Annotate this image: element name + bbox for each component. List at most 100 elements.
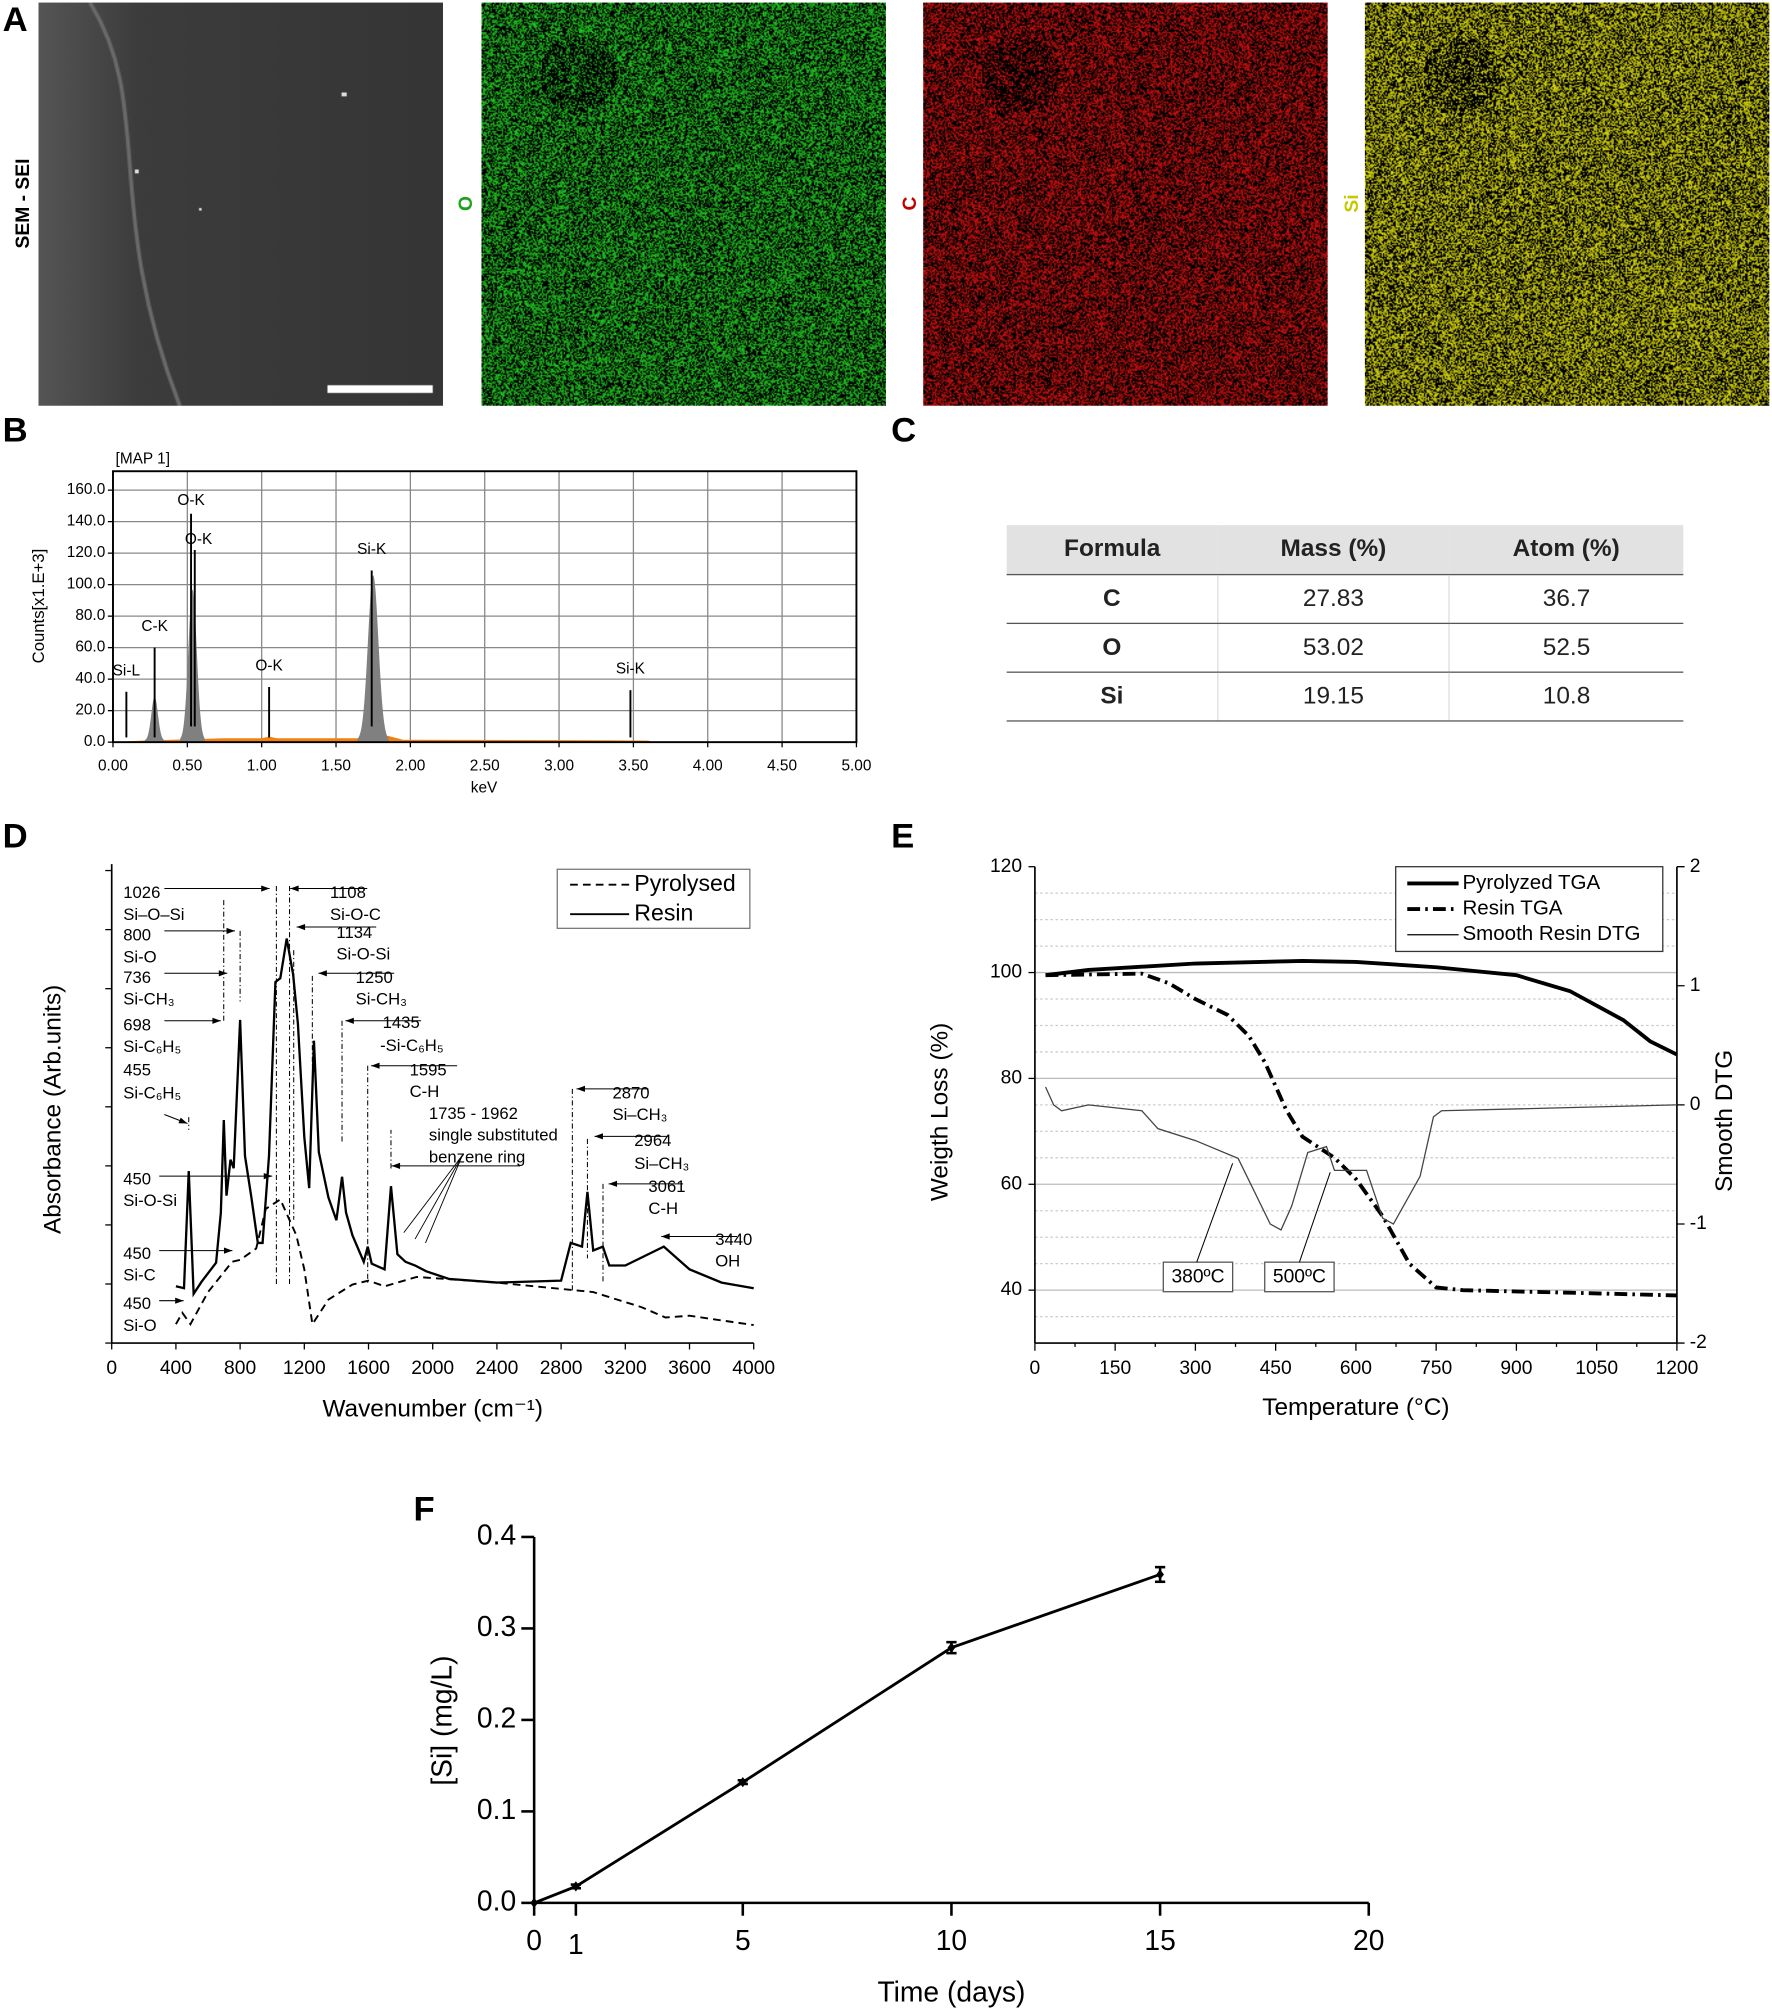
y-tick-label: 100.0	[67, 576, 106, 593]
x-tick-label: 10	[936, 1924, 967, 1956]
arrow-head	[175, 1298, 183, 1304]
x-tick-label: 1200	[1655, 1358, 1698, 1379]
y2-tick-label: 0	[1690, 1094, 1701, 1115]
arrow-head	[661, 1233, 669, 1239]
peak-annotation: 450	[123, 1169, 151, 1188]
peak-annotation: single substituted	[429, 1126, 558, 1145]
y-axis-label: Absorbance (Arb.units)	[39, 985, 66, 1234]
peak-annotation: -Si-C₆H₅	[380, 1036, 444, 1055]
x-tick-label: 1200	[283, 1358, 326, 1379]
y2-tick-label: 1	[1690, 975, 1701, 996]
x-tick-label: 2800	[540, 1358, 583, 1379]
element-marker-label: O-K	[255, 658, 283, 675]
x-tick-label: 3.00	[544, 758, 574, 775]
y-tick-label: 100	[990, 962, 1022, 983]
peak-annotation: Si–CH₃	[612, 1105, 667, 1124]
x-tick-label: 750	[1420, 1358, 1452, 1379]
y-tick-label: 80.0	[75, 607, 105, 624]
legend-label: Pyrolyzed TGA	[1462, 871, 1600, 894]
peak-annotation: 698	[123, 1015, 151, 1034]
arrow-head	[178, 1118, 187, 1124]
element-marker-label: Si-K	[357, 541, 387, 558]
arrow-head	[577, 1086, 585, 1092]
y-tick-label: 60.0	[75, 639, 105, 656]
x-tick-label: 3.50	[618, 758, 648, 775]
y-tick-label: 0.3	[477, 1610, 516, 1642]
element-marker-label: C-K	[141, 618, 168, 635]
x-axis-label: keV	[471, 779, 498, 796]
y-tick-label: 0.0	[477, 1884, 516, 1916]
peak-annotation: Si-C₆H₅	[123, 1037, 181, 1056]
x-axis-label: Wavenumber (cm⁻¹)	[322, 1395, 543, 1422]
data-point	[739, 1777, 747, 1787]
y-tick-label: 0.1	[477, 1793, 516, 1825]
peak-annotation: Si-CH₃	[356, 990, 407, 1009]
x-tick-label: 1	[568, 1928, 584, 1960]
peak-annotation: Si-C₆H₅	[123, 1083, 181, 1102]
x-tick-label: 450	[1260, 1358, 1292, 1379]
x-tick-label: 2000	[411, 1358, 454, 1379]
data-point	[530, 1898, 538, 1908]
x-tick-label: 0.00	[98, 758, 128, 775]
x-tick-label: 400	[160, 1358, 192, 1379]
x-tick-label: 4000	[732, 1358, 775, 1379]
x-tick-label: 600	[1340, 1358, 1372, 1379]
arrow-head	[219, 970, 227, 976]
y-tick-label: 80	[1001, 1068, 1022, 1089]
y2-axis-label: Smooth DTG	[1711, 1050, 1738, 1192]
peak-annotation: 1435	[383, 1013, 420, 1032]
peak-annotation: 1595	[410, 1060, 447, 1079]
x-tick-label: 1.50	[321, 758, 351, 775]
annotation-arrow	[404, 1156, 462, 1233]
x-tick-label: 20	[1353, 1924, 1384, 1956]
peak-annotation: 1108	[330, 883, 366, 902]
y-tick-label: 0.2	[477, 1701, 516, 1733]
x-tick-label: 3200	[604, 1358, 647, 1379]
peak-annotation: Si-O-Si	[336, 945, 390, 964]
peak-annotation: 3061	[648, 1177, 685, 1196]
y-tick-label: 120.0	[67, 544, 106, 561]
peak-annotation: 450	[123, 1244, 151, 1263]
peak-annotation: 455	[123, 1060, 151, 1079]
peak-annotation: 800	[123, 925, 151, 944]
series-line	[1046, 974, 1677, 1296]
peak-annotation: Si-O-Si	[123, 1191, 177, 1210]
annotation-label: 500ºC	[1273, 1267, 1326, 1288]
x-axis-label: Temperature (°C)	[1262, 1394, 1449, 1421]
x-tick-label: 150	[1099, 1358, 1131, 1379]
peak-annotation: 1735 - 1962	[429, 1104, 518, 1123]
peak-annotation: Si-C	[123, 1266, 155, 1285]
arrow-head	[224, 1248, 232, 1254]
eds-peak	[180, 589, 205, 742]
y-axis-label: Weigth Loss (%)	[927, 1023, 954, 1201]
x-tick-label: 1600	[347, 1358, 390, 1379]
y-tick-label: 0.4	[477, 1518, 516, 1550]
peak-annotation: Si–O–Si	[123, 905, 184, 924]
x-tick-label: 1.00	[247, 758, 277, 775]
x-tick-label: 0	[526, 1924, 542, 1956]
x-tick-label: 5	[735, 1924, 751, 1956]
peak-annotation: Si-O	[123, 1316, 156, 1335]
arrow-head	[212, 1018, 220, 1024]
x-tick-label: 0	[1030, 1358, 1041, 1379]
peak-annotation: 2870	[612, 1083, 649, 1102]
peak-annotation: 1134	[336, 923, 372, 942]
peak-annotation: 1250	[356, 968, 393, 987]
y-tick-label: 140.0	[67, 513, 106, 530]
arrow-head	[227, 928, 235, 934]
peak-annotation: benzene ring	[429, 1148, 526, 1167]
x-axis-label: Time (days)	[877, 1976, 1025, 2008]
peak-annotation: Si-O-C	[330, 905, 381, 924]
peak-annotation: Si-O	[123, 947, 156, 966]
y-axis-label: Counts[x1.E+3]	[29, 549, 48, 664]
annotation-arrow	[415, 1156, 462, 1239]
annotation-arrow	[1197, 1163, 1233, 1262]
x-tick-label: 1050	[1575, 1358, 1618, 1379]
y-tick-label: 160.0	[67, 481, 106, 498]
x-tick-label: 2.50	[470, 758, 500, 775]
y2-tick-label: 2	[1690, 856, 1701, 877]
arrow-head	[318, 970, 326, 976]
annotation-arrow	[425, 1156, 462, 1243]
